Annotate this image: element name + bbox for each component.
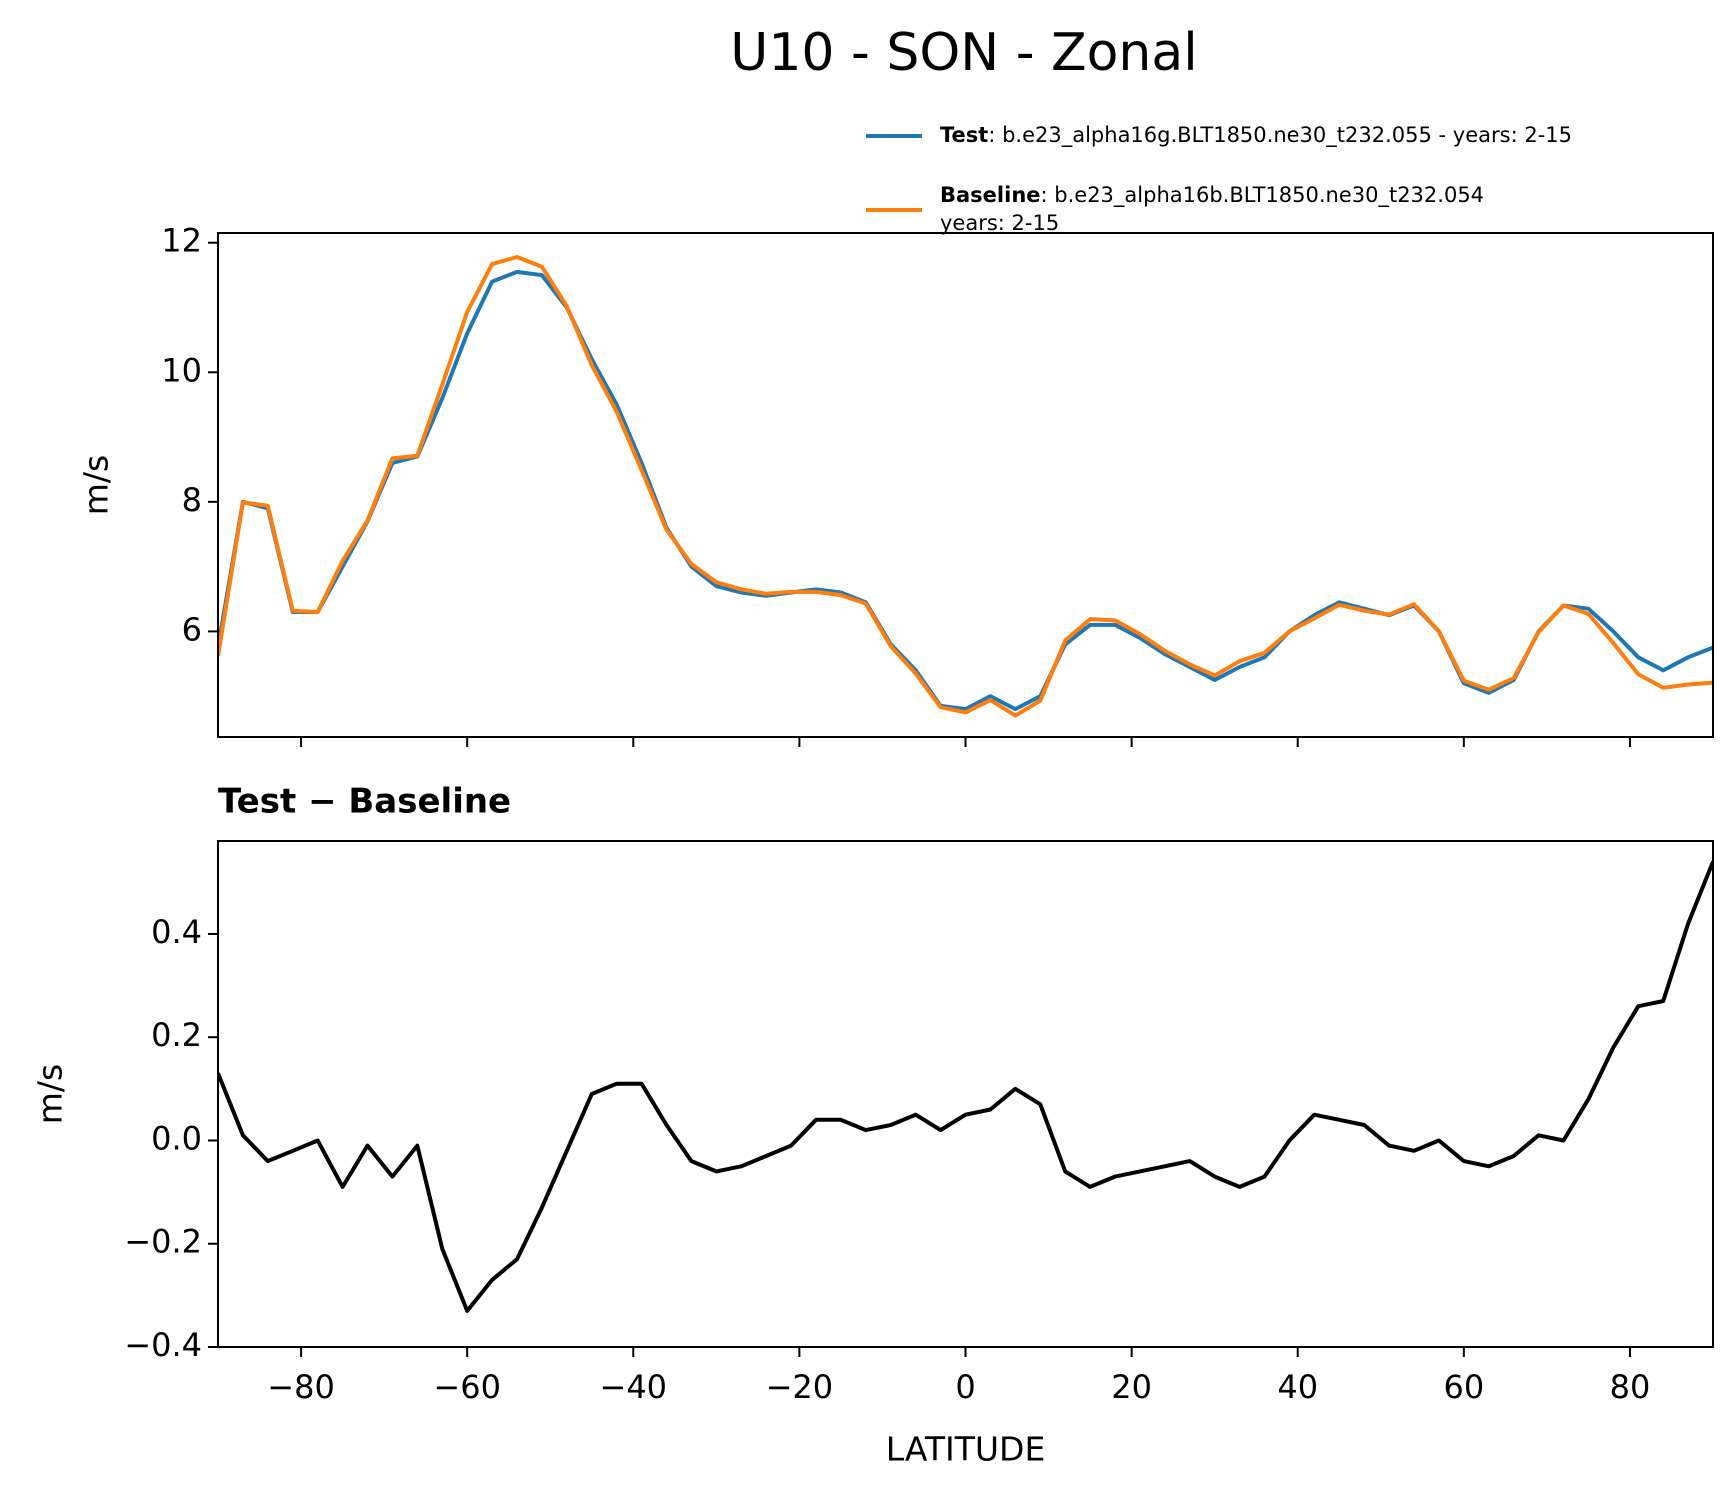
y-tick-label: −0.2 xyxy=(124,1223,202,1261)
plot-frame xyxy=(217,840,1714,1348)
series-line xyxy=(218,860,1713,1313)
legend-name: Test xyxy=(940,123,988,147)
y-axis-label: m/s xyxy=(31,1064,70,1124)
y-tick-label: 8 xyxy=(182,481,202,519)
x-tick-label: 80 xyxy=(1610,1368,1651,1406)
y-axis-label: m/s xyxy=(77,455,116,515)
plot-frame xyxy=(217,232,1714,738)
y-tick-label: 10 xyxy=(161,351,202,389)
legend-name: Baseline xyxy=(940,183,1041,207)
legend-description: years: 2-15 xyxy=(940,211,1059,235)
x-tick-label: −40 xyxy=(600,1368,668,1406)
y-tick-label: 0.2 xyxy=(151,1016,202,1054)
x-tick-label: 0 xyxy=(955,1368,975,1406)
series-line xyxy=(218,269,1713,712)
y-tick-label: 0.0 xyxy=(151,1119,202,1157)
subplot-title: Test − Baseline xyxy=(218,782,511,822)
y-tick-label: 6 xyxy=(182,610,202,648)
legend-description: : b.e23_alpha16b.BLT1850.ne30_t232.054 xyxy=(1041,183,1485,208)
legend-label: Baseline: b.e23_alpha16b.BLT1850.ne30_t2… xyxy=(940,183,1484,208)
legend-label: Test: b.e23_alpha16g.BLT1850.ne30_t232.0… xyxy=(940,123,1572,148)
x-tick-label: −60 xyxy=(433,1368,501,1406)
legend-description: : b.e23_alpha16g.BLT1850.ne30_t232.055 -… xyxy=(988,123,1572,148)
y-tick-label: 0.4 xyxy=(151,913,202,951)
x-tick-label: −80 xyxy=(267,1368,335,1406)
figure-title: U10 - SON - Zonal xyxy=(730,23,1197,83)
y-tick-label: −0.4 xyxy=(124,1326,202,1364)
y-tick-label: 12 xyxy=(161,222,202,260)
x-tick-label: −20 xyxy=(766,1368,834,1406)
x-axis-label: LATITUDE xyxy=(886,1430,1046,1469)
x-tick-label: 60 xyxy=(1443,1368,1484,1406)
x-tick-label: 20 xyxy=(1111,1368,1152,1406)
series-line xyxy=(218,255,1713,718)
x-tick-label: 40 xyxy=(1277,1368,1318,1406)
